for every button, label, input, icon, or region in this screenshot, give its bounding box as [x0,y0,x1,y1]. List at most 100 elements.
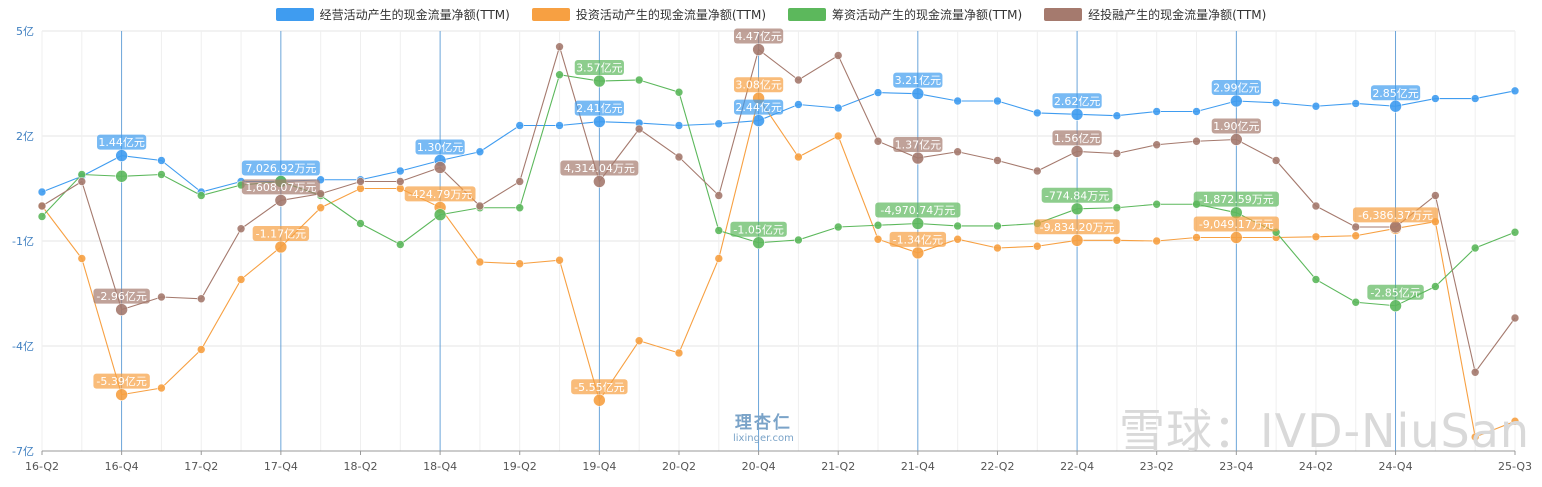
data-point [993,221,1002,231]
data-point [593,175,606,188]
xueqiu-watermark: 雪球：IVD-NiuSan [1119,404,1530,458]
data-point [1192,107,1201,116]
data-label: 1.90亿元 [1213,120,1260,133]
legend-item-financing[interactable]: 筹资活动产生的现金流量净额(TTM) [788,6,1022,23]
data-point [1510,227,1520,237]
data-point [433,208,447,222]
data-point [953,234,962,244]
data-label-bg [893,72,943,88]
data-point [555,121,564,130]
data-point [993,156,1002,165]
data-point [873,220,883,230]
data-point [356,219,365,228]
legend-label: 筹资活动产生的现金流量净额(TTM) [832,8,1023,22]
data-point [157,292,166,302]
data-point [1470,432,1480,442]
legend-item-net[interactable]: 经投融产生的现金流量净额(TTM) [1044,6,1266,23]
data-label-bg [1370,85,1421,101]
data-point [593,393,606,407]
data-point [674,152,684,162]
data-point [1470,367,1480,377]
data-point [515,177,525,186]
data-point [196,294,206,304]
data-point [475,147,485,157]
data-label-bg [1034,219,1120,235]
data-label-bg [241,160,320,176]
data-point [115,388,128,401]
data-point [1351,297,1361,307]
data-point [1032,241,1042,251]
data-label: 1.44亿元 [98,136,145,149]
data-point [1070,145,1084,158]
data-label: 2.44亿元 [735,101,782,114]
data-label: 4,314.04万元 [564,162,635,175]
data-point [1271,156,1281,165]
data-point [873,136,883,146]
data-point [157,170,166,179]
data-point [555,70,564,80]
data-label-bg [733,28,784,44]
data-point [1032,166,1042,176]
data-point [157,383,166,393]
data-label-bg [1041,187,1113,203]
data-point [395,166,405,176]
x-tick-label: 19-Q2 [503,460,537,473]
data-point [833,103,843,113]
data-point [1431,94,1440,103]
data-point [316,203,325,213]
data-point [674,121,684,130]
data-label-bg [241,179,320,195]
data-point [1510,313,1520,323]
data-point [196,191,206,200]
data-point [77,254,87,263]
data-point [634,75,644,85]
data-point [714,226,724,235]
data-point [1192,233,1201,242]
legend-item-operating[interactable]: 经营活动产生的现金流量净额(TTM) [275,6,510,23]
legend-swatch [531,8,570,21]
data-point [1070,202,1084,216]
x-tick-label: 24-Q4 [1379,460,1413,473]
y-tick-label: -7亿 [12,445,34,458]
data-point [356,177,365,186]
x-tick-label: 23-Q2 [1140,460,1174,473]
legend-swatch [275,8,314,21]
data-point [1311,232,1321,242]
x-tick-label: 17-Q4 [264,460,298,473]
data-label: 2.99亿元 [1213,82,1260,95]
data-point [1311,101,1321,111]
data-point [1230,133,1243,146]
data-point [1389,220,1402,234]
x-tick-label: 16-Q4 [105,460,139,473]
data-point [236,275,246,284]
data-label-bg [893,137,943,153]
data-point [833,222,843,232]
legend-label: 经投融产生的现金流量净额(TTM) [1088,8,1267,22]
data-point [1431,191,1440,200]
data-point [953,96,962,106]
data-point [1389,99,1402,113]
data-label-bg [93,373,150,389]
y-tick-label: 2亿 [16,130,34,143]
data-point [794,235,803,245]
data-label: 4.47亿元 [735,30,782,43]
data-label-bg [1193,191,1279,207]
data-point [274,194,288,207]
x-tick-label: 22-Q2 [980,460,1014,473]
data-label: -6,386.37万元 [1358,209,1433,222]
legend-item-investing[interactable]: 投资活动产生的现金流量净额(TTM) [531,6,766,23]
x-tick-label: 25-Q3 [1498,460,1532,473]
data-label-bg [252,225,310,241]
data-label-bg [1367,284,1424,300]
data-point [77,177,87,186]
x-tick-label: 17-Q2 [184,460,218,473]
data-point [37,212,47,221]
data-label: 2.62亿元 [1054,95,1101,108]
data-point [1112,203,1122,213]
data-point [634,336,644,346]
data-label: 3.21亿元 [895,74,942,87]
data-point [236,224,246,234]
data-label-bg [733,77,784,93]
chart-legend: 经营活动产生的现金流量净额(TTM) 投资活动产生的现金流量净额(TTM) 筹资… [0,6,1542,23]
data-point [953,147,962,157]
